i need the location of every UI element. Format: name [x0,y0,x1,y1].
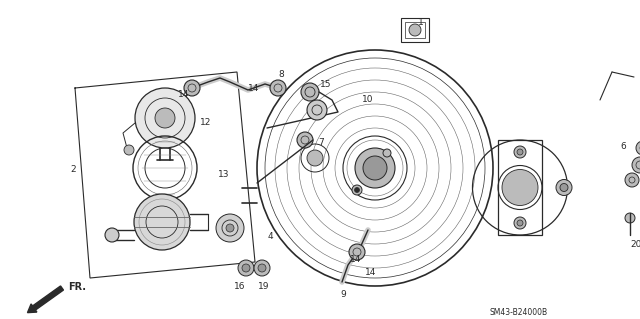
Text: 14: 14 [350,255,362,264]
Circle shape [254,260,270,276]
Circle shape [258,264,266,272]
Text: 9: 9 [340,290,346,299]
Circle shape [355,148,395,188]
Text: 8: 8 [278,70,284,79]
Text: SM43-B24000B: SM43-B24000B [490,308,548,317]
Circle shape [514,217,526,229]
Text: FR.: FR. [68,282,86,292]
Circle shape [352,185,362,195]
Text: 6: 6 [620,142,626,151]
Circle shape [560,183,568,191]
Text: 10: 10 [362,95,374,104]
Circle shape [238,260,254,276]
Text: 2: 2 [70,165,76,174]
Text: 20: 20 [630,240,640,249]
Circle shape [297,132,313,148]
Circle shape [307,150,323,166]
Text: 4: 4 [268,232,274,241]
Circle shape [242,264,250,272]
Circle shape [363,156,387,180]
Circle shape [517,149,523,155]
Circle shape [134,194,190,250]
Circle shape [105,228,119,242]
Text: 12: 12 [200,118,211,127]
Circle shape [632,157,640,173]
Circle shape [301,83,319,101]
Text: 14: 14 [365,268,376,277]
Text: 14: 14 [178,90,189,99]
Circle shape [514,146,526,158]
Text: 13: 13 [218,170,230,179]
Text: 7: 7 [318,138,324,147]
Circle shape [502,169,538,205]
Bar [498,140,542,235]
Circle shape [636,141,640,155]
Circle shape [517,220,523,226]
Text: 19: 19 [258,282,269,291]
Circle shape [216,214,244,242]
Circle shape [184,80,200,96]
FancyArrow shape [28,286,63,313]
Circle shape [625,213,635,223]
Circle shape [409,24,421,36]
Bar [405,22,425,38]
Circle shape [155,108,175,128]
Circle shape [307,100,327,120]
Circle shape [270,80,286,96]
Circle shape [124,145,134,155]
Circle shape [226,224,234,232]
Circle shape [355,188,360,192]
Circle shape [625,173,639,187]
Circle shape [556,180,572,196]
Text: 14: 14 [248,84,259,93]
Circle shape [349,244,365,260]
Text: 15: 15 [320,80,332,89]
Circle shape [383,149,391,157]
Bar [401,18,429,42]
Text: 16: 16 [234,282,246,291]
Text: 1: 1 [418,18,424,27]
Circle shape [135,88,195,148]
